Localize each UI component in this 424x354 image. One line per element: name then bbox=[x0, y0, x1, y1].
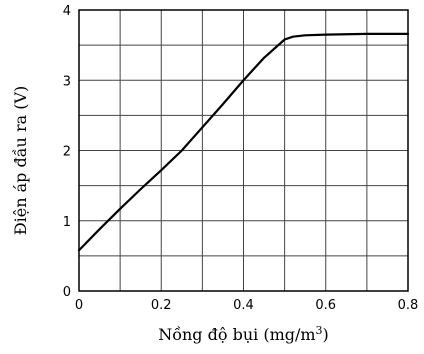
plot-frame bbox=[78, 9, 409, 292]
x-axis-ticks: 0 0.2 0.4 0.6 0.8 bbox=[75, 298, 418, 313]
y-tick-label: 4 bbox=[63, 4, 71, 19]
series-line bbox=[77, 32, 410, 252]
y-axis-ticks: 0 1 2 3 4 bbox=[63, 4, 71, 300]
x-axis-label-superscript: 3 bbox=[316, 324, 323, 337]
y-axis-label: Điện áp đầu ra (V) bbox=[11, 86, 30, 236]
x-tick-label: 0 bbox=[75, 298, 83, 313]
x-tick-label: 0.2 bbox=[151, 298, 172, 313]
x-tick-label: 0.4 bbox=[233, 298, 254, 313]
y-tick-label: 0 bbox=[63, 285, 71, 300]
y-tick-label: 3 bbox=[63, 74, 71, 89]
y-tick-label: 2 bbox=[63, 145, 71, 160]
x-tick-label: 0.6 bbox=[315, 298, 336, 313]
x-tick-label: 0.8 bbox=[398, 298, 419, 313]
x-axis-label: Nồng độ bụi (mg/m3) bbox=[158, 324, 329, 344]
grid bbox=[79, 10, 408, 291]
y-tick-label: 1 bbox=[63, 215, 71, 230]
